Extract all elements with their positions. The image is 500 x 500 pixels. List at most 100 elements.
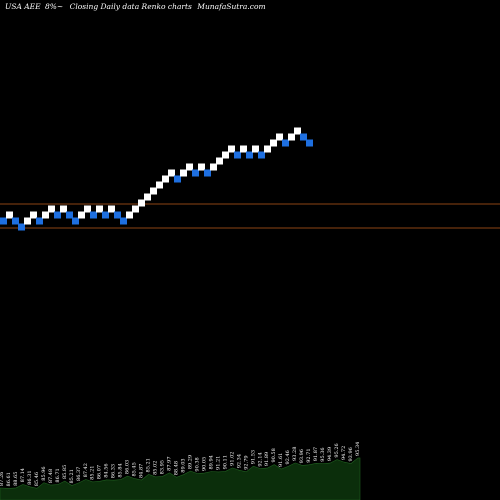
price-label: 91.02 [229,452,235,466]
up-brick [264,145,271,153]
price-label: 89.29 [187,455,193,469]
down-brick [102,211,109,219]
price-label: 86.33 [111,464,117,478]
up-brick [276,133,283,141]
price-label: 90.05 [201,457,207,471]
down-brick [36,217,43,225]
up-brick [150,187,157,195]
price-label: 93.28 [292,447,298,461]
price-label: 86.37 [76,467,82,481]
up-brick [96,205,103,213]
down-brick [18,223,25,231]
price-label: 92.46 [285,450,291,464]
price-label: 85.45 [132,462,138,476]
symbol-suffix: 8%~ [45,2,63,11]
price-label: 87.42 [83,463,89,477]
down-brick [258,151,265,159]
price-label: 87.97 [167,456,173,470]
price-label: 92.79 [243,455,249,469]
up-brick [24,217,31,225]
down-brick [120,217,127,225]
down-brick [114,211,121,219]
price-label: 92.14 [257,452,263,466]
price-label: 85.46 [34,472,40,486]
price-label: 91.21 [215,456,221,470]
down-brick [306,139,313,147]
up-brick [156,181,163,189]
up-brick [294,127,301,135]
price-label: 95.34 [355,442,361,456]
up-brick [84,205,91,213]
down-brick [192,169,199,177]
chart-header: USA AEE 8%~ Closing Daily data Renko cha… [5,2,266,11]
price-label: 86.71 [55,468,61,482]
up-brick [78,211,85,219]
up-brick [126,211,133,219]
up-brick [180,169,187,177]
price-label: 92.34 [236,454,242,468]
price-label: 95.26 [334,443,340,457]
up-brick [186,163,193,171]
price-label: 93.96 [299,449,305,463]
down-brick [66,211,73,219]
price-label: 87.26 [0,472,5,486]
brand-label: MunafaSutra.com [196,2,265,11]
up-brick [240,145,247,153]
price-label: 91.53 [250,450,256,464]
price-label: 91.61 [278,453,284,467]
price-label: 94.39 [327,447,333,461]
up-brick [108,205,115,213]
price-label: 90.58 [271,448,277,462]
price-label: 90.38 [194,457,200,471]
price-label: 89.03 [180,458,186,472]
price-label: 85.21 [146,458,152,472]
renko-bricks [0,127,313,231]
up-brick [216,157,223,165]
up-brick [42,211,49,219]
price-label: 85.02 [153,461,159,475]
price-label: 95.36 [320,447,326,461]
down-brick [72,217,79,225]
up-brick [138,199,145,207]
up-brick [60,205,67,213]
price-label: 94.72 [341,446,347,460]
down-brick [12,217,19,225]
price-label: 85.85 [62,465,68,479]
price-label: 92.71 [306,448,312,462]
price-label: 85.96 [41,466,47,480]
price-label: 88.65 [13,472,19,486]
chart-description: Closing Daily data Renko charts [70,2,192,11]
down-brick [0,217,7,225]
up-brick [228,145,235,153]
price-label: 88.48 [174,461,180,475]
up-brick [168,169,175,177]
up-brick [222,151,229,159]
price-label: 87.48 [48,469,54,483]
up-brick [48,205,55,213]
up-brick [162,175,169,183]
up-brick [210,163,217,171]
price-label: 83.95 [160,460,166,474]
price-label: 85.21 [69,469,75,483]
price-label: 93.96 [348,447,354,461]
price-label: 85.84 [118,463,124,477]
up-brick [198,163,205,171]
up-brick [6,211,13,219]
down-brick [90,211,97,219]
price-label: 87.14 [20,468,26,482]
price-label: 84.56 [104,463,110,477]
down-brick [204,169,211,177]
down-brick [54,211,61,219]
price-label: 90.11 [222,455,228,469]
down-brick [234,151,241,159]
up-brick [132,205,139,213]
down-brick [246,151,253,159]
up-brick [144,193,151,201]
down-brick [282,139,289,147]
price-label: 84.87 [139,464,145,478]
price-label: 89.94 [208,455,214,469]
price-labels: 87.26 86.61 88.65 87.14 86.31 85.46 85.96 87.48… [0,442,361,487]
price-label: 91.87 [313,447,319,461]
down-brick [174,175,181,183]
